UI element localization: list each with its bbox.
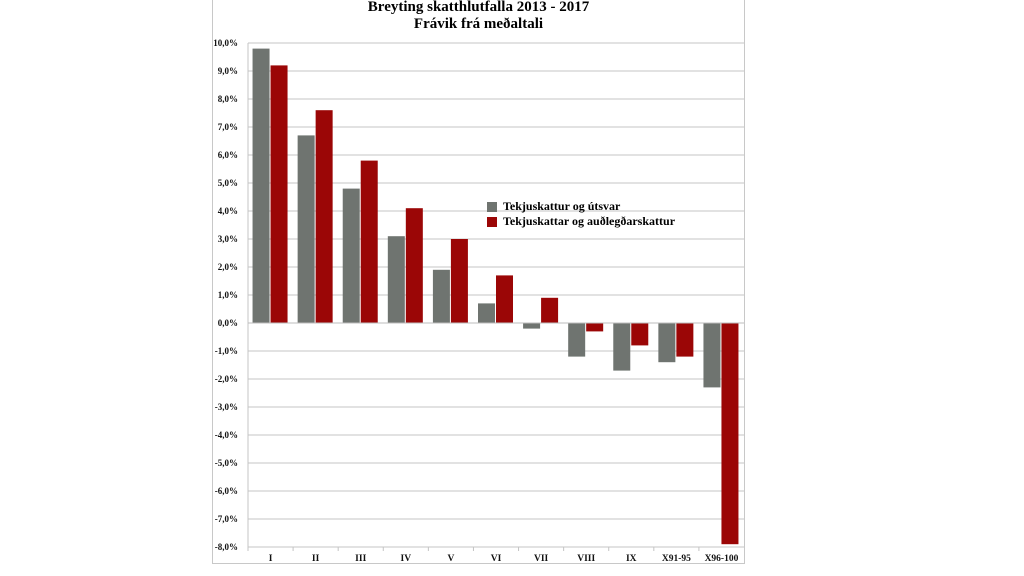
y-tick-label: 0,0% (218, 318, 238, 328)
legend-label: Tekjuskattur og útsvar (503, 199, 621, 213)
y-tick-label: 1,0% (218, 290, 238, 300)
bar-red (496, 275, 513, 323)
chart-title: Breyting skatthlutfalla 2013 - 2017 (367, 0, 590, 15)
bar-red (405, 208, 423, 323)
bar-gray (568, 323, 586, 357)
y-tick-label: -5,0% (215, 458, 238, 468)
x-tick-label: V (447, 554, 454, 564)
bar-gray (658, 323, 676, 363)
bar-red (541, 297, 559, 323)
y-tick-label: 4,0% (218, 206, 238, 216)
bar-gray (432, 269, 450, 323)
y-tick-label: -6,0% (215, 486, 238, 496)
bar-red (721, 323, 739, 545)
y-tick-label: 8,0% (218, 94, 238, 104)
bar-red (270, 65, 288, 324)
x-tick-label: VIII (577, 554, 595, 564)
bar-red (450, 239, 468, 323)
bar-red (676, 323, 694, 357)
bar-gray (703, 323, 721, 388)
x-tick-label: X91-95 (662, 554, 691, 564)
y-tick-label: 9,0% (218, 66, 238, 76)
y-tick-label: -1,0% (215, 346, 238, 356)
bar-red (631, 323, 649, 346)
legend-label: Tekjuskattar og auðlegðarskattur (503, 214, 676, 228)
y-tick-label: -3,0% (215, 402, 238, 412)
y-tick-label: 7,0% (218, 122, 238, 132)
x-tick-label: III (355, 554, 366, 564)
y-tick-label: 10,0% (213, 38, 238, 48)
bar-gray (478, 303, 495, 323)
bar-gray (387, 236, 405, 323)
y-tick-label: 5,0% (218, 178, 238, 188)
y-tick-label: -2,0% (215, 374, 238, 384)
bar-red (586, 323, 604, 332)
legend-item-0: Tekjuskattur og útsvar (487, 199, 620, 214)
chart-subtitle: Frávik frá meðaltali (413, 16, 544, 32)
y-tick-label: 6,0% (218, 150, 238, 160)
legend-item-1: Tekjuskattar og auðlegðarskattur (487, 214, 675, 229)
bar-red (315, 110, 333, 323)
x-tick-label: VII (534, 554, 549, 564)
bar-gray (252, 48, 270, 323)
y-tick-label: 2,0% (218, 262, 238, 272)
x-tick-label: IV (401, 554, 412, 564)
bar-gray (342, 188, 360, 323)
legend-swatch-red (487, 216, 497, 227)
bar-gray (297, 135, 315, 323)
y-tick-label: -7,0% (215, 514, 238, 524)
chart-frame (212, 0, 745, 564)
bar-gray (523, 323, 541, 329)
y-tick-label: -4,0% (215, 430, 238, 440)
y-tick-label: -8,0% (215, 542, 238, 552)
x-tick-label: IX (626, 554, 637, 564)
bar-gray (613, 323, 631, 371)
legend-swatch-gray (487, 201, 497, 212)
x-tick-label: I (269, 554, 273, 564)
x-tick-label: VI (491, 554, 502, 564)
y-tick-label: 3,0% (218, 234, 238, 244)
x-tick-label: II (312, 554, 320, 564)
bar-red (360, 160, 378, 323)
x-tick-label: X96-100 (705, 554, 739, 564)
